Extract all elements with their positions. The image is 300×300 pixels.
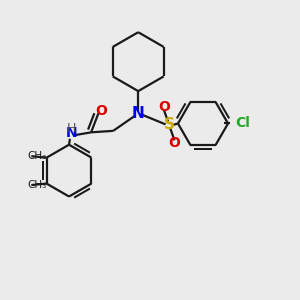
Text: H: H bbox=[66, 122, 76, 135]
Text: O: O bbox=[158, 100, 170, 114]
Text: O: O bbox=[95, 104, 107, 118]
Text: CH₃: CH₃ bbox=[28, 180, 47, 190]
Text: N: N bbox=[132, 106, 145, 121]
Text: CH₃: CH₃ bbox=[28, 151, 47, 161]
Text: O: O bbox=[169, 136, 180, 150]
Text: Cl: Cl bbox=[236, 116, 250, 130]
Text: N: N bbox=[65, 126, 77, 140]
Text: S: S bbox=[164, 118, 175, 133]
